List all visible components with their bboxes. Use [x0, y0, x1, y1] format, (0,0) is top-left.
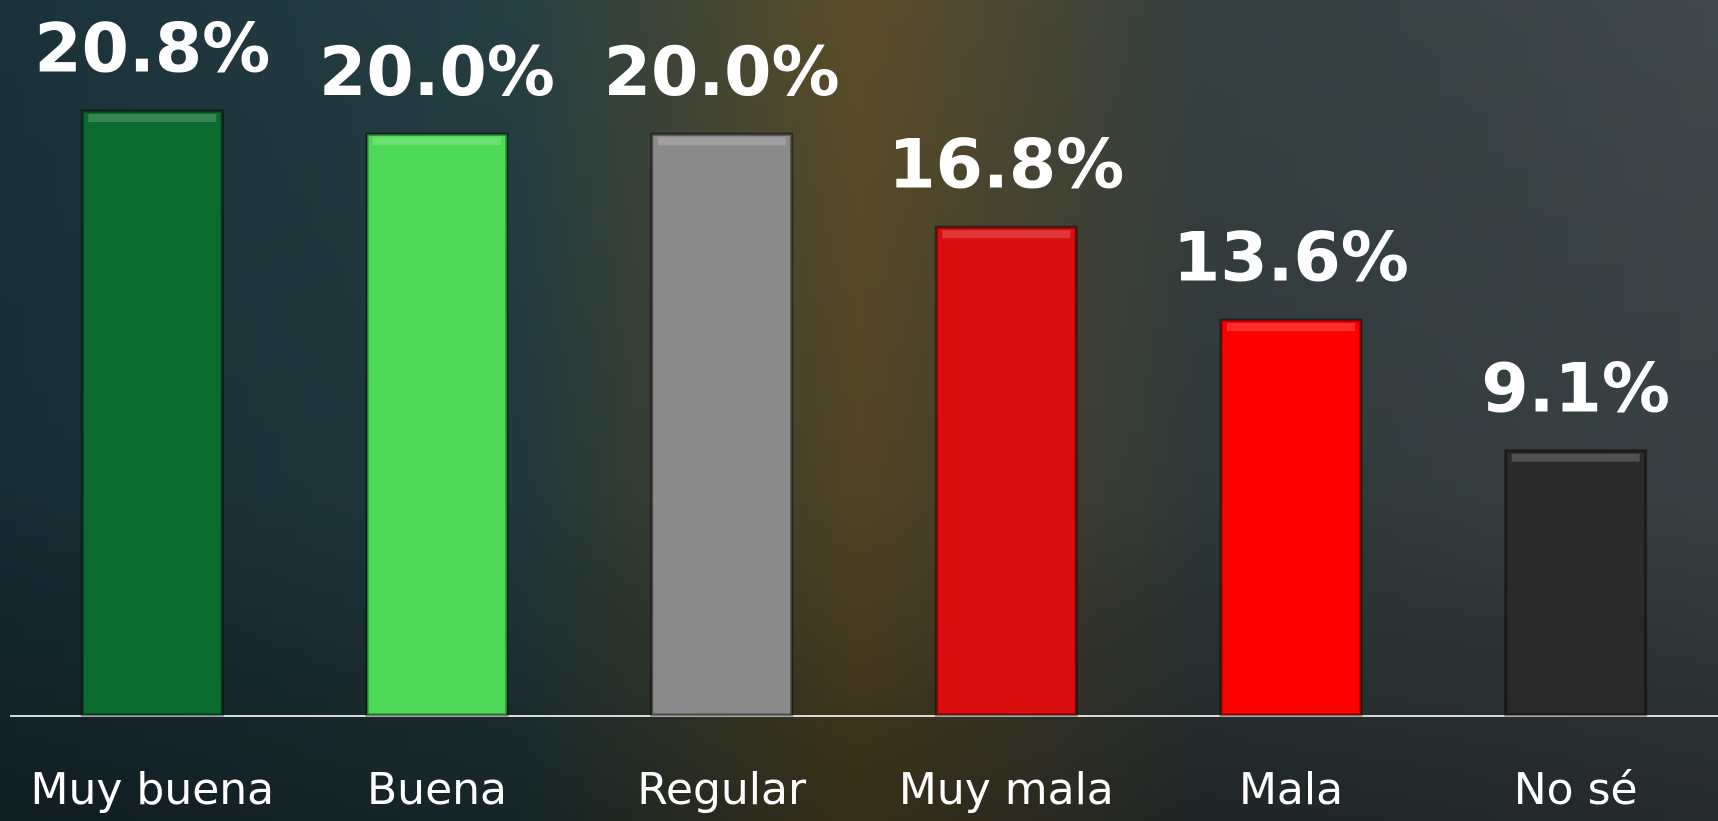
value-label: 13.6% [1173, 219, 1409, 298]
value-label: 9.1% [1481, 349, 1670, 428]
x-tick-label: Mala [1239, 764, 1343, 815]
bar [1219, 318, 1363, 717]
value-label: 20.0% [604, 33, 840, 112]
bar-highlight [1227, 323, 1355, 332]
value-label: 20.0% [319, 33, 555, 112]
x-tick-label: Muy mala [899, 764, 1114, 815]
bar-highlight [942, 230, 1071, 239]
bar [80, 109, 224, 717]
x-tick-label: No sé [1514, 764, 1638, 815]
bar [934, 225, 1078, 717]
value-label: 16.8% [888, 126, 1124, 205]
x-tick-label: Buena [367, 764, 507, 815]
bar-highlight [88, 114, 217, 122]
bar [650, 132, 794, 717]
bar-highlight [373, 137, 501, 146]
x-tick-label: Muy buena [31, 764, 275, 815]
bar-highlight [1511, 453, 1640, 462]
x-tick-label: Regular [637, 764, 807, 815]
bar [365, 132, 509, 717]
bar [1504, 449, 1648, 717]
value-label: 20.8% [34, 10, 270, 89]
bar-highlight [657, 137, 786, 146]
